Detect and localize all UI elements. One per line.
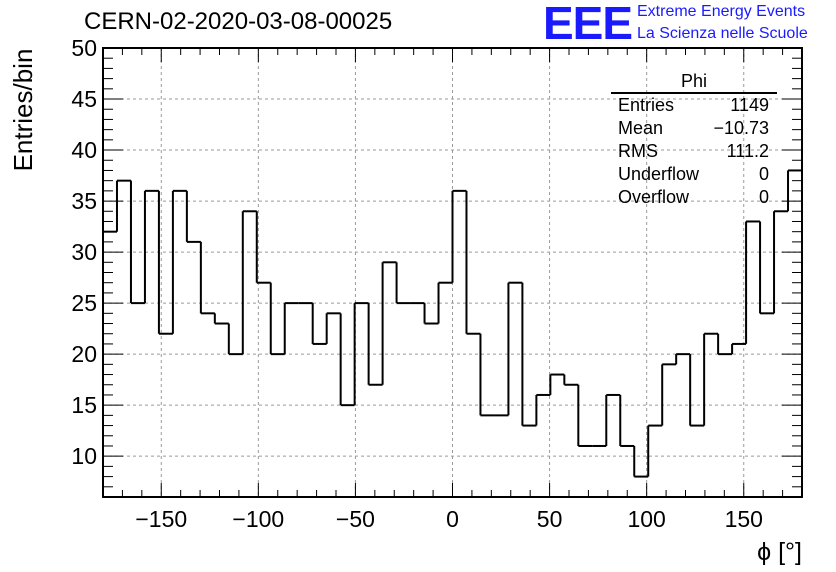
y-axis-label: Entries/bin [8,49,38,172]
stats-row-overflow: Overflow 0 [611,186,777,209]
stats-label: Underflow [618,164,700,184]
x-tick-label: −150 [135,506,187,532]
y-tick-label: 40 [71,137,97,163]
eee-logo: EEE [543,0,633,49]
stats-value: 111.2 [726,141,769,161]
stats-value: 0 [758,187,769,207]
stats-box: Phi Entries 1149 Mean −10.73 RMS 111.2 U… [611,70,777,209]
stats-label: RMS [618,141,658,161]
stats-row-mean: Mean −10.73 [611,117,777,140]
logo-line-1: Extreme Energy Events [637,3,806,20]
y-tick-label: 15 [71,392,97,418]
y-tick-label: 30 [71,239,97,265]
stats-value: 1149 [730,95,769,115]
y-tick-label: 45 [71,86,97,112]
x-axis-label: ϕ [°] [757,538,802,566]
y-tick-label: 10 [71,443,97,469]
stats-label: Overflow [618,187,690,207]
chart-title: CERN-02-2020-03-08-00025 [84,8,393,35]
x-tick-label: −100 [232,506,284,532]
x-tick-label: 150 [725,506,763,532]
stats-value: −10.73 [713,118,769,138]
x-tick-label: 50 [537,506,563,532]
stats-row-underflow: Underflow 0 [611,163,777,186]
x-tick-label: 0 [446,506,459,532]
y-tick-label: 50 [71,35,97,61]
y-tick-label: 25 [71,290,97,316]
y-tick-label: 35 [71,188,97,214]
x-tick-label: 100 [627,506,665,532]
x-tick-label: −50 [336,506,375,532]
stats-label: Entries [618,95,675,115]
logo-line-2: La Scienza nelle Scuole [637,25,808,42]
stats-value: 0 [758,164,769,184]
stats-title: Phi [611,70,777,94]
stats-row-rms: RMS 111.2 [611,140,777,163]
y-tick-label: 20 [71,341,97,367]
stats-label: Mean [618,118,664,138]
stats-row-entries: Entries 1149 [611,94,777,117]
